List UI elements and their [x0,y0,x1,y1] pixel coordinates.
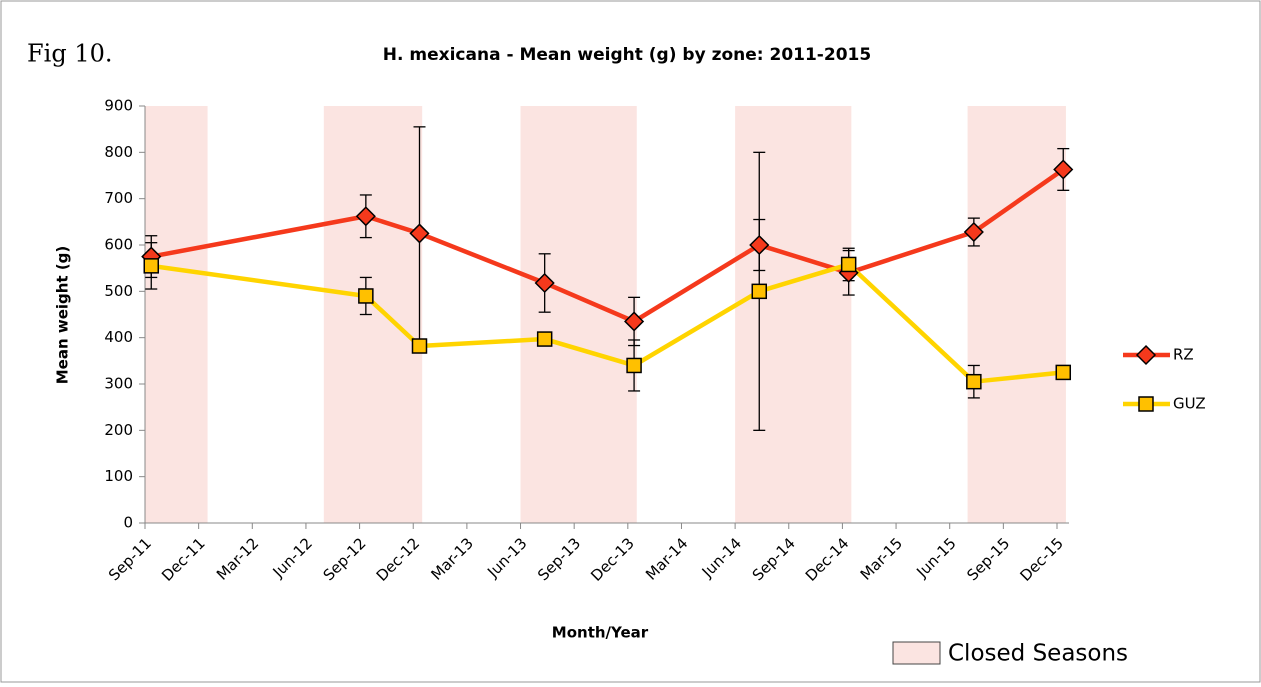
figure-label: Fig 10. [27,40,113,68]
marker [1138,396,1154,412]
legend-label: GUZ [1173,395,1206,413]
marker [536,331,553,347]
marker [624,311,645,332]
y-tick-label: 800 [104,143,133,161]
y-axis-label: Mean weight (g) [54,246,72,385]
closed-season-band [967,106,1066,523]
marker [355,206,376,227]
marker [751,283,768,300]
x-axis-label: Month/Year [552,624,649,642]
y-tick-label: 400 [104,328,133,346]
legend-label: Closed Seasons [948,641,1128,667]
marker [626,357,642,374]
legend-label: RZ [1173,346,1194,364]
y-tick-label: 0 [123,514,133,532]
marker [963,221,984,243]
marker [358,288,374,304]
marker [409,223,430,244]
y-tick-label: 100 [104,467,133,485]
y-tick-label: 500 [104,282,133,300]
marker [143,258,160,274]
marker [840,256,857,273]
closed-season-band [323,106,423,523]
marker [749,234,770,256]
marker [1135,344,1157,366]
marker [1053,159,1074,180]
marker [966,373,982,390]
y-tick-label: 700 [104,189,133,207]
marker [1055,364,1072,381]
marker [411,338,428,354]
y-tick-label: 200 [104,421,133,439]
chart-title: H. mexicana - Mean weight (g) by zone: 2… [383,45,871,65]
y-tick-label: 600 [104,236,133,254]
y-tick-label: 900 [104,97,133,115]
closed-season-band [145,106,208,523]
closed-season-band [735,106,852,523]
marker [534,272,555,294]
y-tick-label: 300 [104,375,133,393]
legend-swatch [892,641,941,665]
